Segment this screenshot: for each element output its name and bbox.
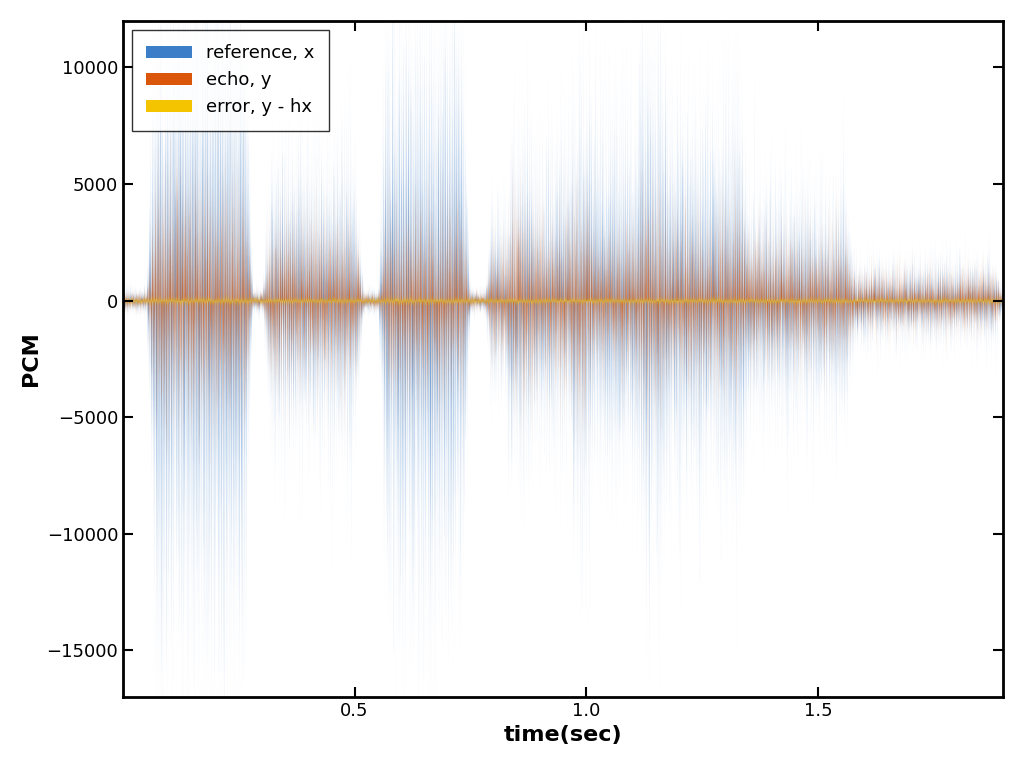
Legend: reference, x, echo, y, error, y - hx: reference, x, echo, y, error, y - hx xyxy=(132,30,329,131)
X-axis label: time(sec): time(sec) xyxy=(504,725,623,745)
Y-axis label: PCM: PCM xyxy=(20,332,41,386)
